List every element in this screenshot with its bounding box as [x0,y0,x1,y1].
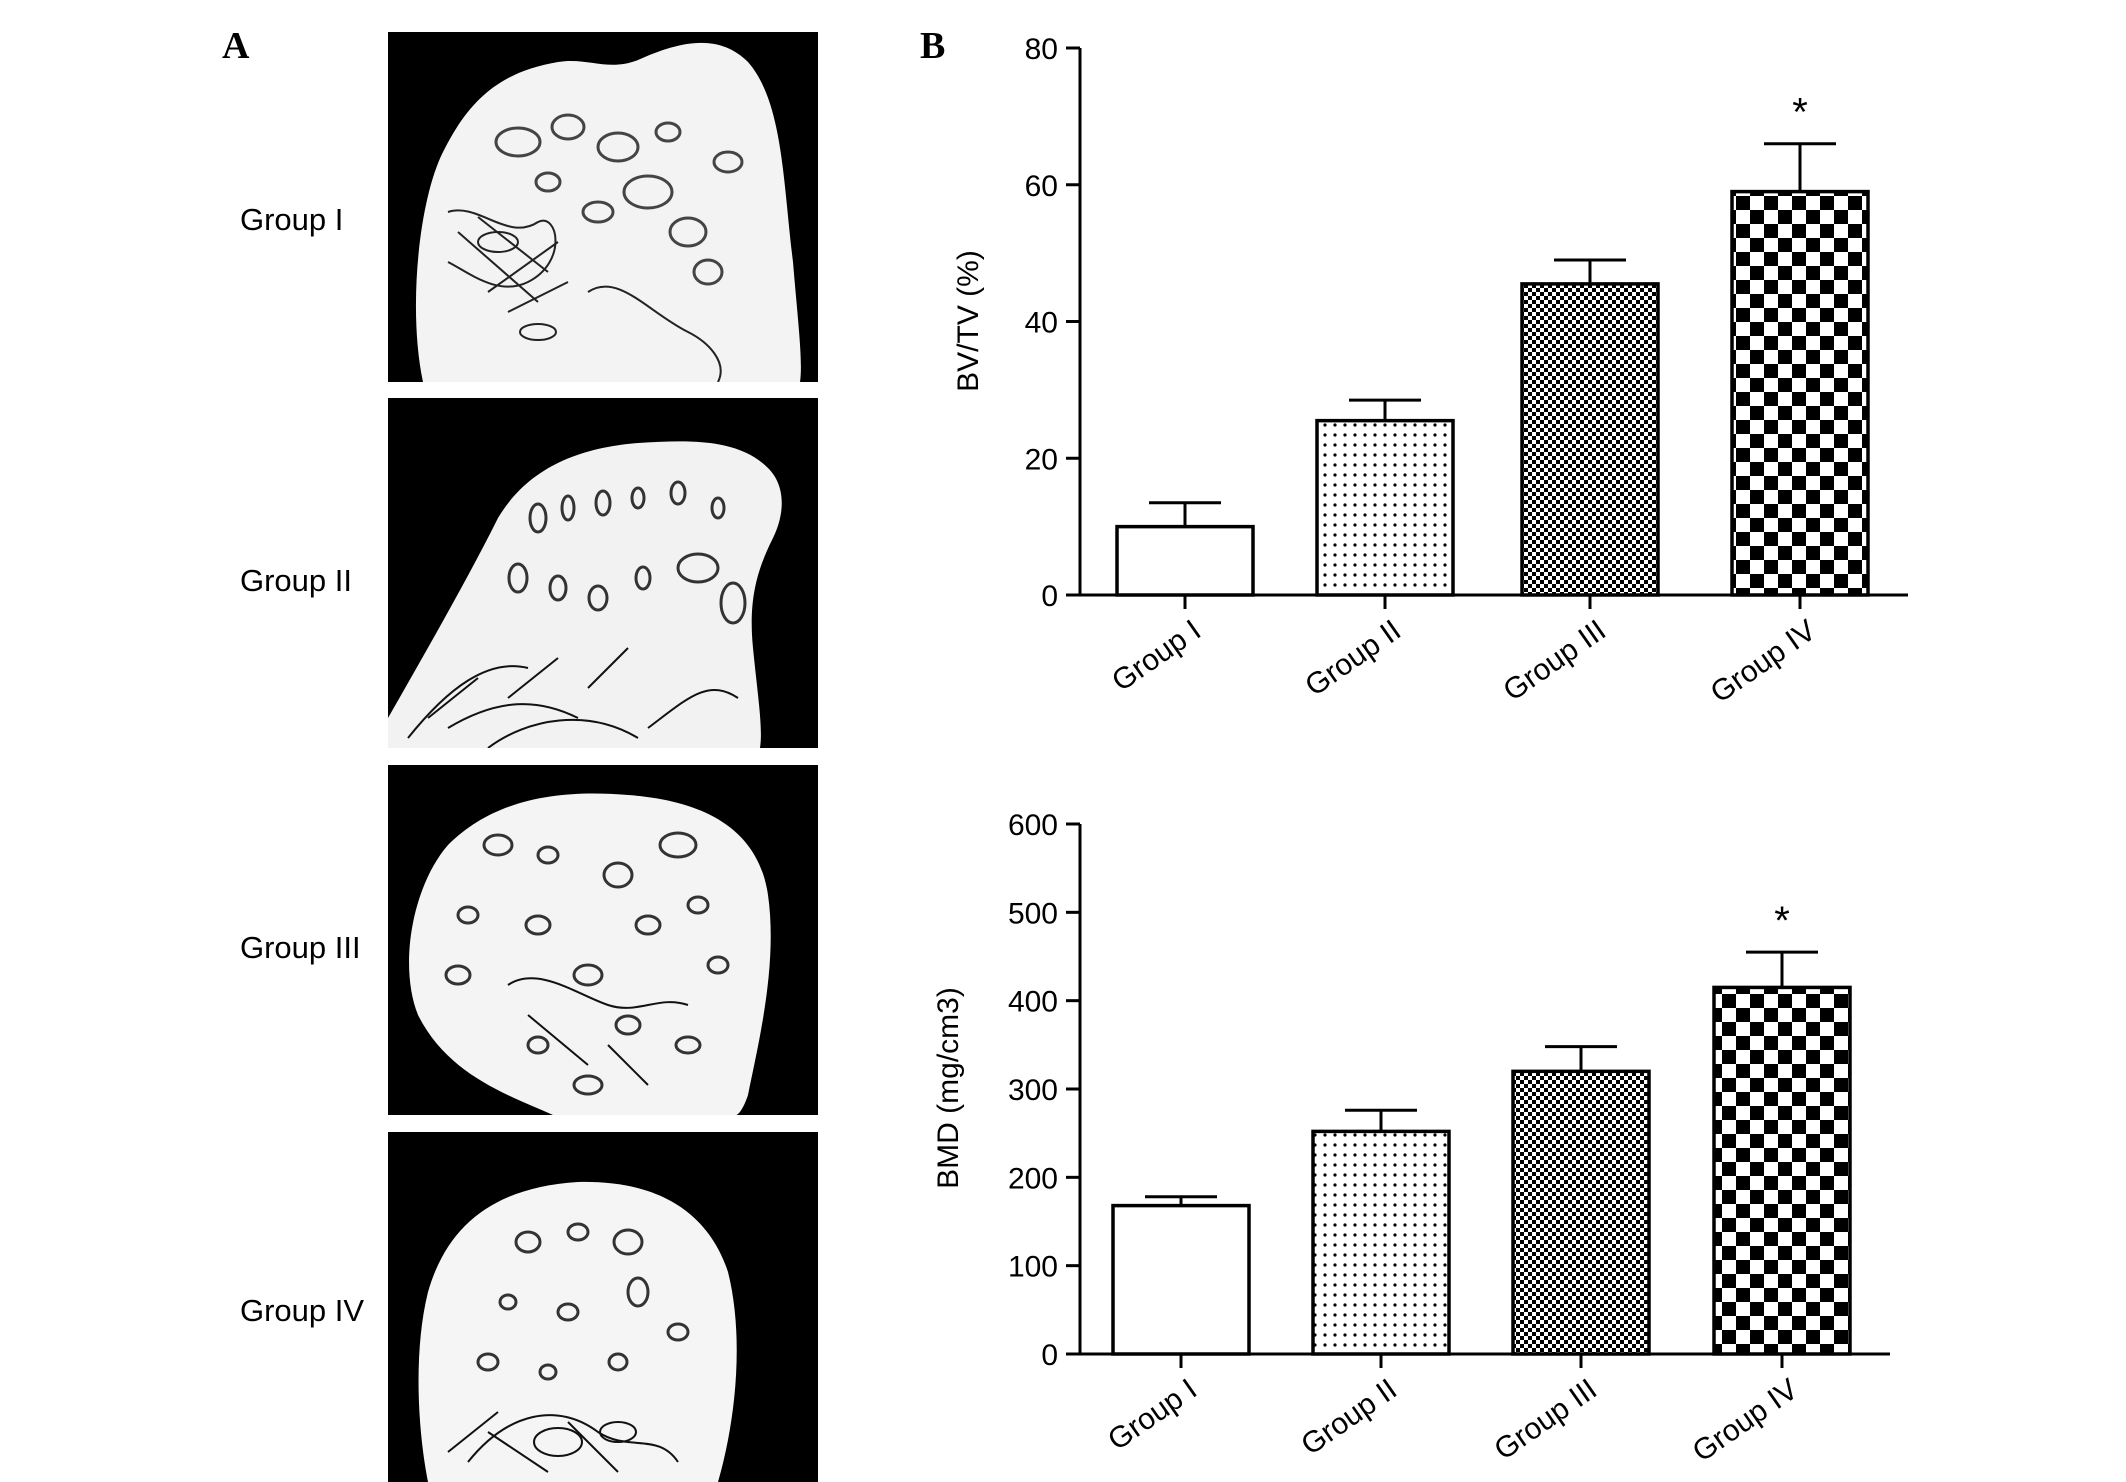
y-tick-label: 0 [1041,580,1058,613]
panel-b-label: B [920,25,946,67]
y-tick-label: 40 [1025,307,1058,340]
x-tick-label: Group I [1106,614,1207,698]
y-tick-label: 60 [1025,170,1058,203]
x-tick-label: Group I [1102,1373,1203,1457]
bar [1115,524,1255,597]
bvtv-bar-chart: 0 20 40 60 80 BV/TV (%) Group I Group II Group I… [952,33,1908,710]
x-tick-label: Group IV [1705,614,1822,710]
bar [1311,1129,1451,1356]
significance-marker: * [1774,899,1790,943]
y-tick-label: 100 [1008,1251,1058,1284]
bar [1520,282,1660,597]
y-tick-label: 300 [1008,1074,1058,1107]
bar [1511,1069,1651,1356]
micro-ct-image-group-2 [388,398,818,748]
y-tick-label: 600 [1008,809,1058,842]
bar [1730,189,1870,597]
y-tick-label: 400 [1008,986,1058,1019]
x-tick-label: Group III [1488,1373,1603,1467]
group-label-4: Group IV [240,1293,365,1328]
group-label-2: Group II [240,563,352,598]
y-tick-label: 80 [1025,33,1058,66]
micro-ct-image-group-1 [388,32,818,382]
bar [1315,418,1455,597]
micro-ct-image-group-3 [388,765,818,1115]
bar [1712,985,1852,1356]
y-axis-label: BV/TV (%) [952,250,985,392]
panel-a-label: A [222,25,250,67]
y-tick-label: 200 [1008,1162,1058,1195]
y-tick-label: 0 [1041,1339,1058,1372]
x-tick-label: Group III [1497,614,1612,708]
micro-ct-image-group-4 [388,1132,818,1482]
x-tick-label: Group II [1299,614,1407,703]
y-axis-label: BMD (mg/cm3) [932,987,965,1189]
group-label-3: Group III [240,930,361,965]
y-tick-label: 500 [1008,897,1058,930]
x-tick-label: Group IV [1687,1373,1804,1469]
bar [1111,1203,1251,1356]
group-label-1: Group I [240,202,344,237]
significance-marker: * [1792,91,1808,135]
x-tick-label: Group II [1295,1373,1403,1462]
y-tick-label: 20 [1025,443,1058,476]
bmd-bar-chart: 0 100 200 300 400 500 600 BMD (mg/cm3) Group I Gr… [932,809,1890,1469]
